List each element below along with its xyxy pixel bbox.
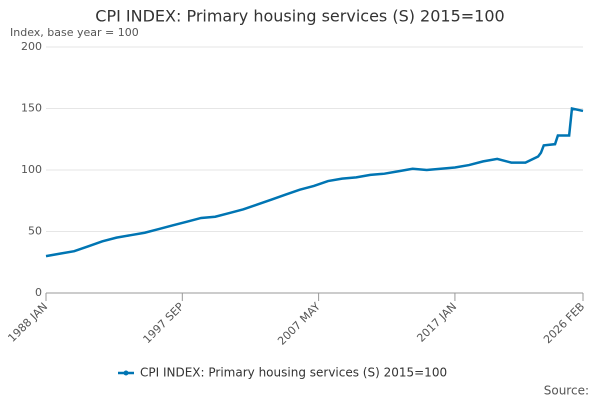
y-tick-label: 150 <box>21 102 42 115</box>
x-tick-label: 1988 JAN <box>5 300 50 345</box>
y-tick-label: 200 <box>21 40 42 53</box>
y-tick-label: 50 <box>28 225 42 238</box>
series-line <box>45 106 584 258</box>
source: Source: <box>544 384 589 398</box>
chart-title: CPI INDEX: Primary housing services (S) … <box>95 7 504 26</box>
x-tick-label: 1997 SEP <box>141 300 187 346</box>
legend-label: CPI INDEX: Primary housing services (S) … <box>140 366 447 380</box>
x-tick-label: 2017 JAN <box>414 300 459 345</box>
legend-marker <box>123 370 129 376</box>
y-tick-label: 100 <box>21 163 42 176</box>
x-tick-label: 2026 FEB <box>541 300 587 346</box>
y-axis-label: Index, base year = 100 <box>10 26 139 39</box>
y-tick-label: 0 <box>35 286 42 299</box>
x-tick-label: 2007 MAY <box>275 300 323 348</box>
